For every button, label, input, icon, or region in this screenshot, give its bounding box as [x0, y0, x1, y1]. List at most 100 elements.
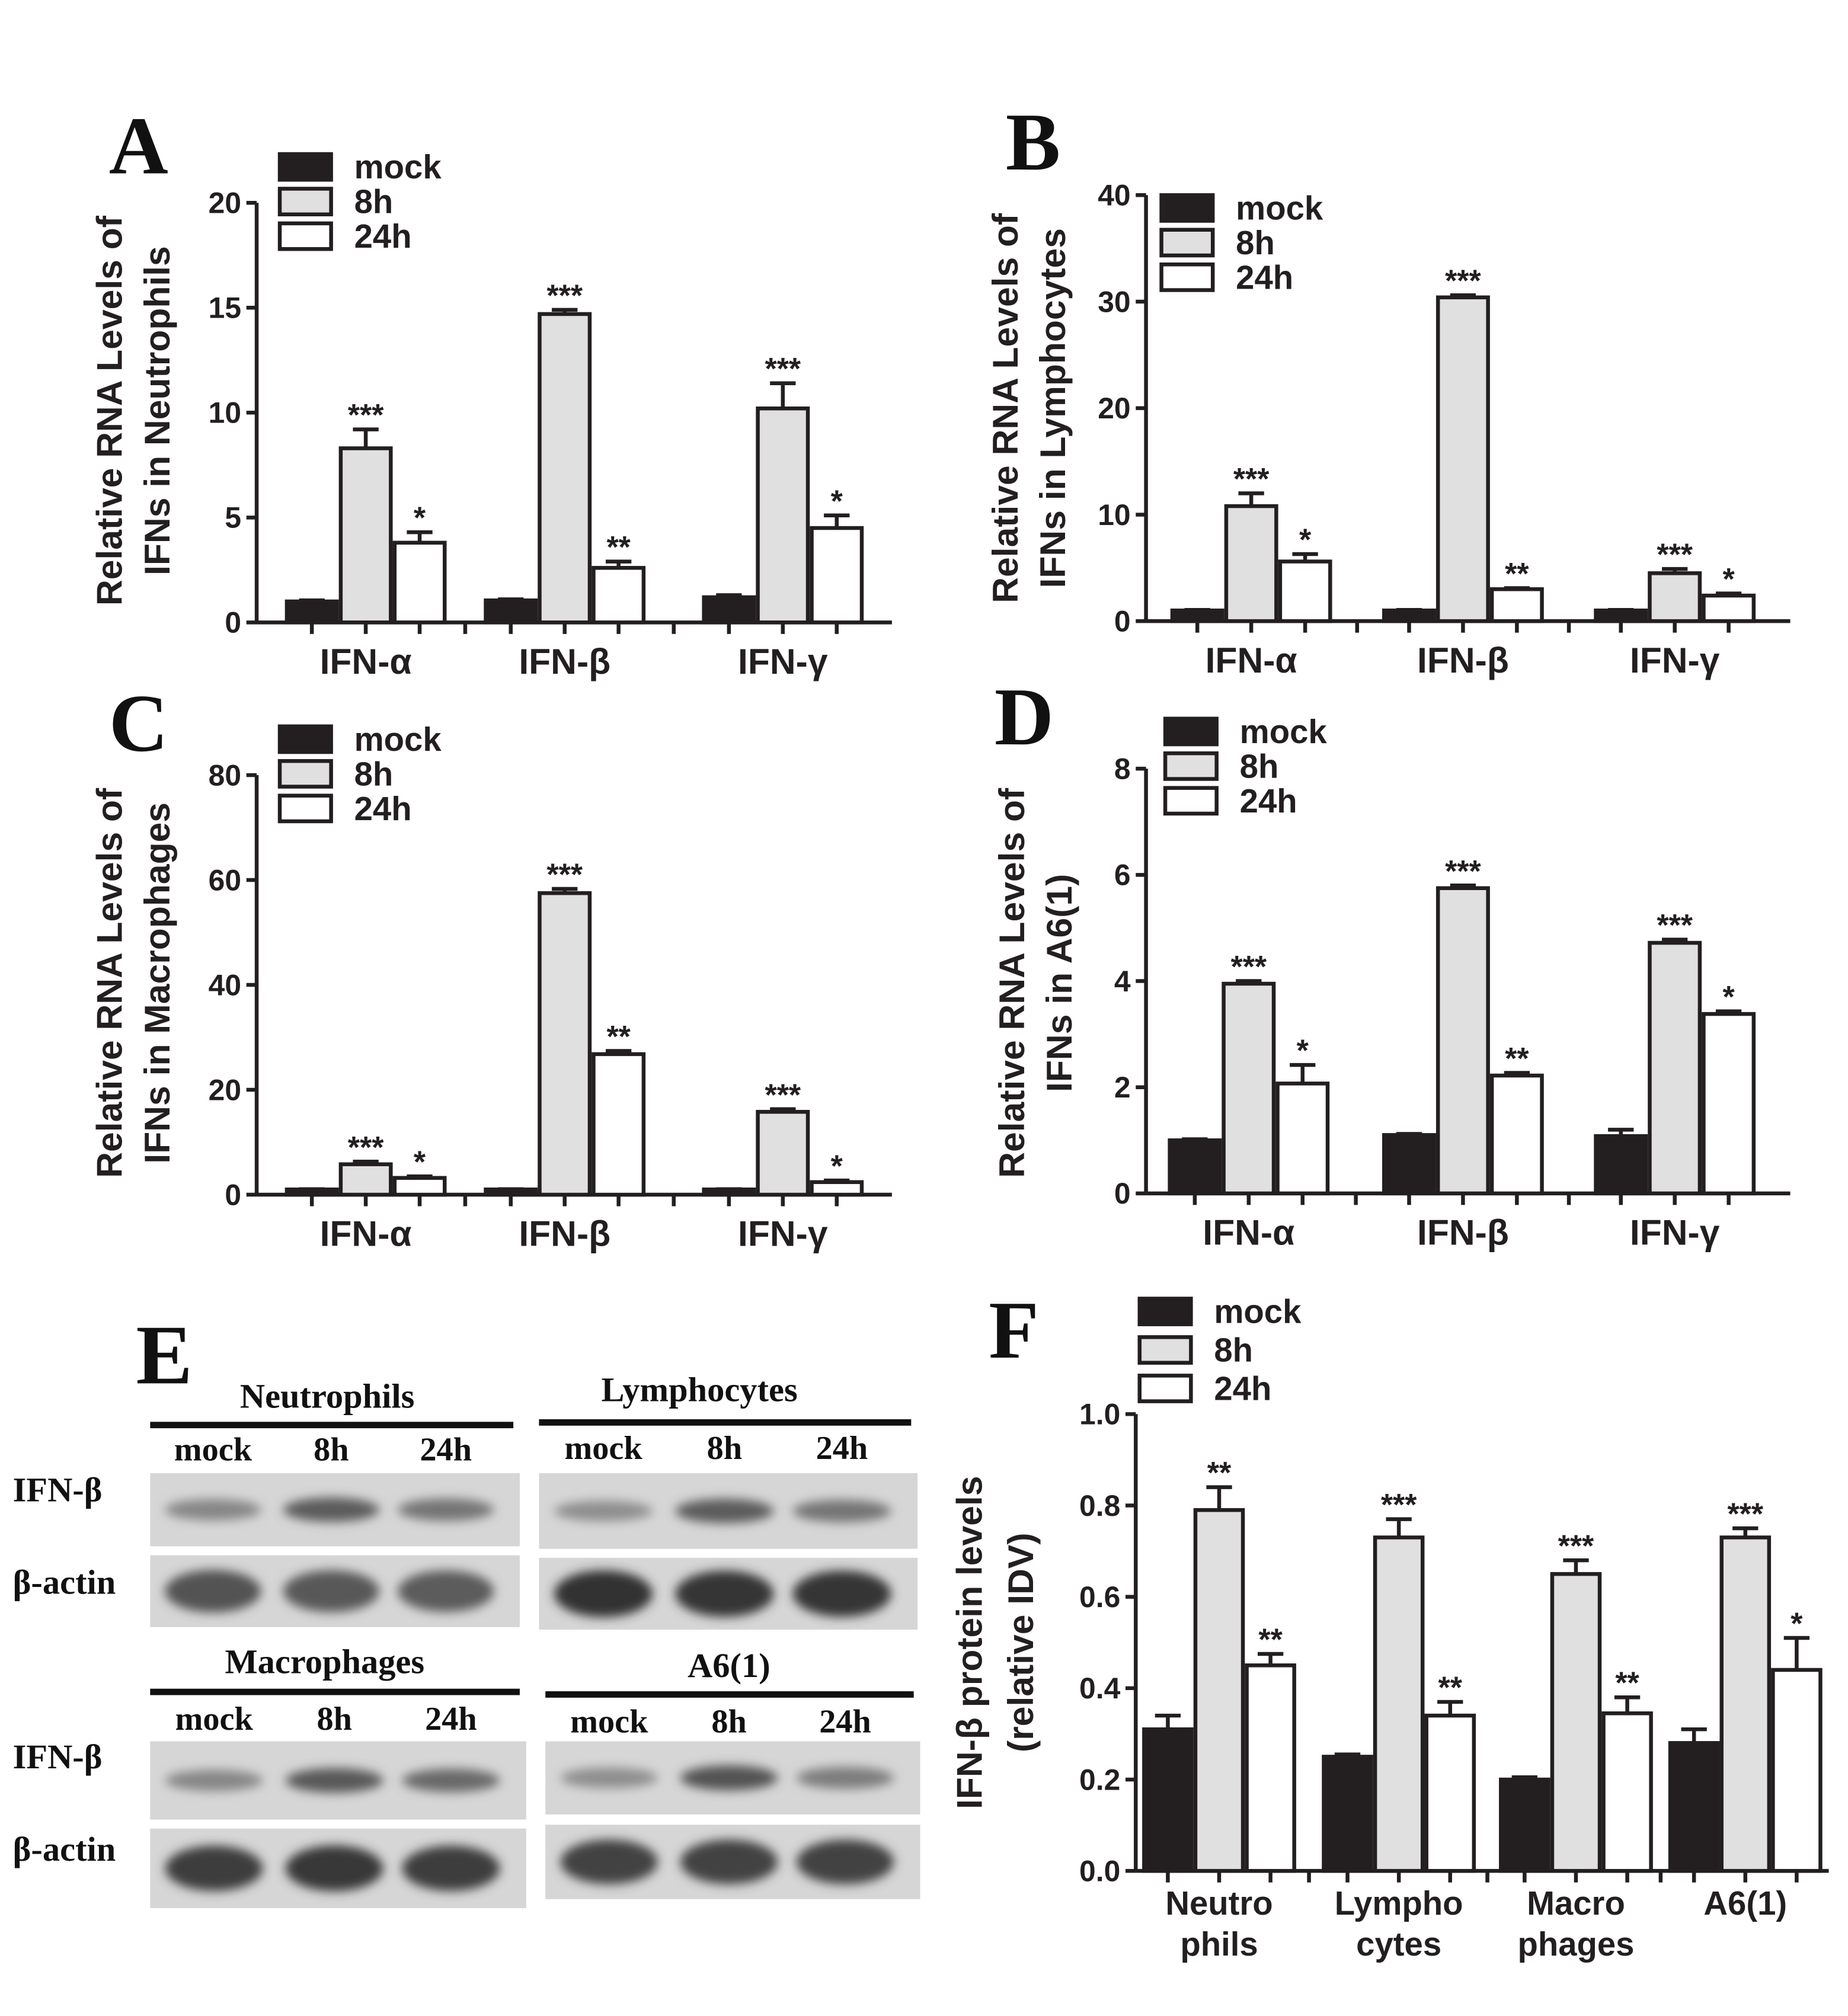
legend-label-h8: 8h	[354, 755, 394, 792]
legend-label-h8: 8h	[1214, 1332, 1253, 1369]
x-tick-label: Macro	[1527, 1884, 1625, 1922]
x-tick-label: Lympho	[1335, 1884, 1463, 1922]
bar-8h-1	[1373, 1535, 1425, 1873]
blot-band	[283, 1497, 379, 1522]
y-tick-label: 15	[209, 292, 241, 325]
legend-swatch-mock	[1159, 193, 1215, 223]
bar-mock-1	[484, 1187, 538, 1197]
y-tick-label: 8	[1114, 752, 1131, 785]
y-axis-label: Relative RNA Levels of	[992, 788, 1032, 1178]
legend-swatch-h24	[1163, 786, 1219, 816]
bar-24h-0	[392, 540, 447, 625]
chart-panel-a: A Relative RNA Levels of IFNs in Neutrophi…	[89, 100, 892, 681]
legend-swatch-mock	[1163, 716, 1219, 747]
legend-swatch-mock	[277, 152, 333, 182]
panel-label: E	[136, 1308, 192, 1401]
blot-group-neutrophils: Neutrophils mock 8h 24h	[150, 1377, 520, 1627]
y-tick-label: 4	[1114, 965, 1131, 998]
bar-mock-2	[1499, 1777, 1550, 1873]
bar-8h-2	[756, 1109, 810, 1197]
legend-swatch-mock	[1137, 1297, 1193, 1326]
y-tick-label: 0.8	[1079, 1489, 1120, 1522]
blot-band	[680, 1839, 778, 1884]
blot-band	[560, 1767, 658, 1788]
blot-group-a61: A6(1) mock 8h 24h	[545, 1646, 920, 1899]
x-tick-label: phils	[1180, 1925, 1258, 1963]
significance-label: ***	[765, 1078, 801, 1112]
blot-lane-label: 8h	[711, 1703, 746, 1740]
blot-lane-label: 24h	[420, 1431, 472, 1468]
bar-24h-1	[592, 566, 646, 625]
y-axis-label: Relative RNA Levels of	[985, 213, 1025, 603]
y-axis-label: IFNs in Macrophages	[137, 802, 177, 1164]
panel-label: B	[1006, 97, 1060, 187]
y-tick-label: 40	[1098, 179, 1130, 212]
blot-band	[554, 1500, 653, 1522]
y-tick-label: 10	[209, 396, 241, 430]
chart-panel-d: D Relative RNA Levels of IFNs in A6(1) 0 2 4 6…	[992, 671, 1791, 1252]
x-tick-label: IFN-β	[1417, 640, 1509, 680]
bar-24h-1	[1424, 1713, 1476, 1873]
blot-lane-label: 8h	[707, 1430, 742, 1467]
bar-24h-2	[1702, 593, 1756, 623]
bar-24h-2	[1601, 1711, 1653, 1873]
bar-mock-1	[1322, 1755, 1373, 1873]
x-tick-label: Neutro	[1165, 1884, 1273, 1922]
significance-label: **	[1258, 1623, 1283, 1657]
blot-band	[675, 1570, 774, 1617]
significance-label: *	[831, 484, 843, 519]
blot-band	[398, 1570, 494, 1612]
x-tick-label: phages	[1517, 1925, 1634, 1963]
blot-band	[283, 1570, 379, 1612]
blot-group-title: Macrophages	[225, 1643, 425, 1681]
legend-label-h24: 24h	[1240, 782, 1297, 820]
significance-label: *	[1297, 1034, 1309, 1068]
x-tick-label: IFN-γ	[738, 1214, 828, 1254]
panel-label: F	[989, 1285, 1039, 1375]
blot-group-title: A6(1)	[688, 1646, 770, 1685]
y-tick-label: 20	[1098, 392, 1130, 425]
blot-band	[792, 1499, 891, 1522]
bar-mock-2	[702, 1187, 756, 1197]
blot-group-line	[539, 1419, 912, 1426]
bar-mock-1	[1382, 1133, 1436, 1196]
x-tick-label: IFN-β	[519, 641, 610, 681]
bar-mock-0	[1170, 608, 1224, 623]
bar-8h-2	[1648, 571, 1702, 623]
blot-lane-label: 8h	[314, 1431, 349, 1468]
bar-8h-2	[756, 406, 810, 625]
blot-band	[402, 1768, 500, 1793]
blot-lane-label: 24h	[819, 1703, 871, 1740]
bar-8h-1	[538, 312, 592, 625]
legend-swatch-h8	[277, 187, 333, 217]
blot-group-lymphocytes: Lymphocytes mock 8h 24h	[539, 1371, 918, 1630]
legend-swatch-h24	[1159, 262, 1215, 292]
y-tick-label: 0.2	[1079, 1763, 1120, 1796]
y-axis-label: IFNs in Lymphocytes	[1032, 228, 1073, 588]
bar-24h-0	[1245, 1663, 1296, 1873]
y-axis-label: (relative IDV)	[1000, 1532, 1041, 1752]
legend-swatch-h8	[1163, 751, 1219, 781]
bar-mock-1	[1382, 608, 1436, 623]
bar-24h-0	[1278, 559, 1332, 623]
y-tick-label: 0.6	[1079, 1580, 1120, 1614]
blot-group-title: Lymphocytes	[601, 1371, 797, 1409]
significance-label: ***	[1445, 855, 1481, 889]
legend-swatch-h24	[1137, 1374, 1193, 1403]
x-tick-label: A6(1)	[1703, 1884, 1787, 1922]
bar-mock-1	[484, 598, 538, 625]
y-tick-label: 60	[209, 863, 241, 897]
y-axis-label: IFNs in A6(1)	[1039, 874, 1079, 1092]
western-blot-panel: E IFN-β β-actin IFN-β β-actin Neutrophils mock…	[13, 1308, 920, 1908]
legend-label-mock: mock	[1240, 713, 1328, 750]
y-tick-label: 0.4	[1079, 1672, 1121, 1705]
blot-group-macrophages: Macrophages mock 8h 24h	[150, 1643, 526, 1908]
blot-band	[285, 1845, 383, 1892]
significance-label: ***	[1230, 950, 1267, 984]
significance-label: *	[414, 1145, 426, 1180]
bar-24h-0	[392, 1176, 447, 1197]
blot-lane-label: 24h	[425, 1701, 477, 1737]
legend-swatch-h24	[277, 221, 333, 251]
x-tick-label: IFN-α	[320, 641, 412, 681]
significance-label: ***	[1727, 1497, 1763, 1532]
